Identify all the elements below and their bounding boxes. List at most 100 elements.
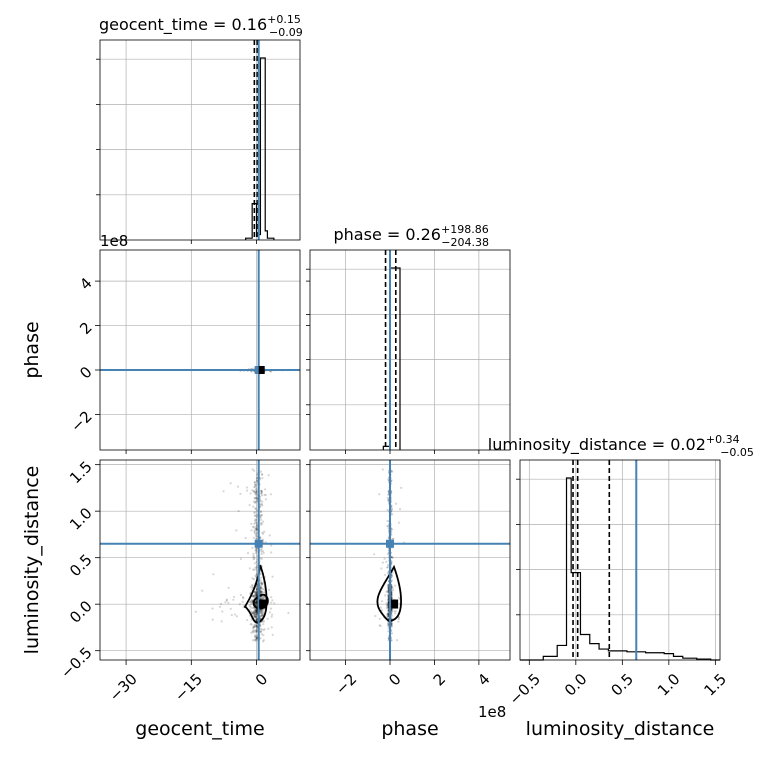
sample-point	[227, 586, 230, 589]
sample-point	[252, 578, 256, 581]
sample-point	[256, 589, 259, 592]
sample-point	[260, 494, 264, 497]
sample-point	[250, 370, 253, 373]
sample-point	[263, 530, 266, 533]
sample-point	[260, 590, 263, 593]
sample-point	[261, 531, 264, 534]
sample-point	[254, 593, 257, 596]
sample-point	[390, 610, 393, 613]
sample-point	[261, 532, 264, 535]
sample-point	[391, 625, 394, 628]
sample-point	[254, 595, 257, 598]
sample-point	[387, 622, 390, 625]
sample-point	[385, 606, 388, 610]
sample-point	[380, 600, 384, 603]
sample-point	[255, 598, 259, 601]
sample-point	[271, 613, 274, 616]
sample-point	[266, 617, 269, 620]
sample-point	[386, 589, 389, 593]
sample-point	[255, 611, 258, 614]
sample-point	[253, 625, 256, 628]
sample-point	[255, 594, 258, 597]
sample-point	[270, 596, 273, 599]
sample-point	[255, 601, 258, 604]
sample-point	[263, 608, 266, 611]
sample-point	[252, 556, 255, 559]
sample-point	[398, 508, 402, 511]
sample-point	[254, 613, 258, 616]
sample-point	[254, 501, 257, 504]
sample-point	[387, 600, 390, 603]
sample-point	[259, 630, 263, 633]
sample-point	[387, 623, 390, 626]
sample-point	[378, 624, 381, 627]
sample-point	[254, 634, 257, 637]
sample-point	[386, 508, 389, 512]
sample-point	[241, 596, 245, 599]
sample-point	[249, 492, 252, 495]
sample-point	[253, 562, 256, 565]
sample-point	[259, 549, 262, 552]
sample-point	[255, 630, 259, 633]
x-axis-label: luminosity_distance	[526, 718, 715, 740]
sample-point	[252, 526, 255, 529]
sample-point	[253, 529, 256, 533]
sample-point	[253, 631, 256, 634]
sample-point	[254, 592, 257, 595]
sample-point	[236, 485, 239, 488]
sample-point	[255, 522, 258, 526]
sample-point	[261, 504, 264, 507]
sample-point	[379, 624, 382, 628]
sample-point	[261, 614, 264, 617]
sample-point	[390, 597, 393, 600]
sample-point	[383, 557, 386, 560]
sample-point	[248, 604, 251, 607]
sample-point	[269, 607, 272, 610]
y-axis-label: luminosity_distance	[21, 466, 43, 655]
sample-point	[252, 552, 255, 555]
sample-point	[253, 486, 256, 489]
sample-point	[262, 639, 265, 642]
sample-point	[254, 639, 257, 642]
sample-point	[250, 522, 253, 525]
sample-point	[259, 587, 262, 590]
sample-point	[254, 602, 257, 605]
sample-point	[255, 600, 258, 604]
sample-point	[387, 603, 390, 606]
sample-point	[253, 614, 256, 617]
sample-point	[249, 601, 252, 604]
scatter-frame-geocent_time-luminosity_distance	[99, 459, 301, 661]
sample-point	[244, 536, 247, 540]
sample-point	[255, 611, 258, 614]
sample-point	[260, 582, 263, 585]
truth-marker	[254, 539, 263, 548]
sample-point	[261, 611, 264, 615]
sample-point	[252, 614, 255, 617]
sample-point	[255, 603, 258, 606]
sample-point	[253, 626, 256, 629]
sample-point	[253, 557, 256, 560]
sample-point	[253, 530, 256, 533]
sample-point	[254, 551, 257, 555]
sample-point	[254, 493, 257, 496]
sample-point	[394, 584, 397, 587]
contour-line	[244, 564, 268, 624]
sample-point	[230, 613, 233, 617]
sample-point	[251, 595, 254, 598]
sample-point	[261, 550, 264, 553]
sample-point	[264, 488, 267, 491]
sample-point	[256, 602, 259, 605]
sample-point	[260, 612, 263, 615]
sample-point	[261, 473, 264, 476]
sample-point	[386, 614, 389, 617]
sample-point	[386, 612, 389, 615]
hist-frame-geocent_time	[99, 39, 301, 241]
sample-point	[250, 599, 253, 602]
sample-point	[253, 615, 256, 618]
sample-point	[255, 629, 258, 632]
sample-point	[390, 479, 393, 482]
sample-point	[246, 489, 249, 492]
sample-point	[387, 604, 390, 608]
sample-point	[391, 571, 394, 574]
sample-point	[219, 605, 222, 608]
